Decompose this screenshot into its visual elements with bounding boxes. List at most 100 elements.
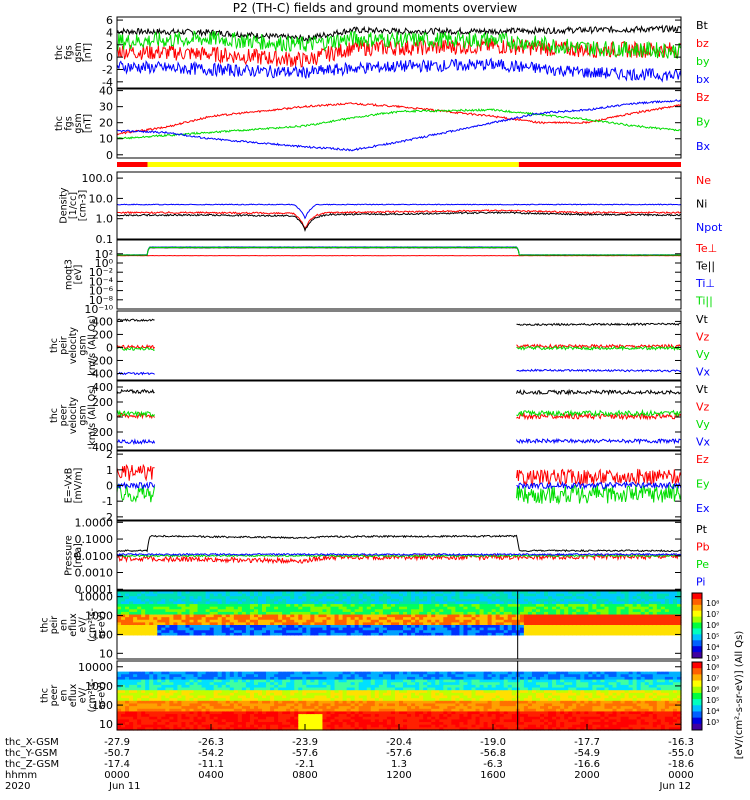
heatmap-cell	[350, 627, 356, 631]
heatmap-cell	[346, 645, 352, 650]
y-axis-label: thc	[49, 408, 60, 423]
heatmap-cell	[664, 648, 670, 652]
heatmap-cell	[544, 614, 549, 618]
heatmap-cell	[258, 668, 263, 673]
heatmap-cell	[209, 674, 215, 678]
heatmap-cell	[374, 648, 380, 652]
heatmap-cell	[338, 645, 344, 650]
heatmap-cell	[145, 645, 150, 650]
heatmap-cell	[415, 598, 420, 603]
heatmap-cell	[608, 609, 614, 613]
heatmap-cell	[636, 617, 642, 621]
heatmap-cell	[431, 593, 436, 597]
heatmap-cell	[282, 690, 287, 694]
heatmap-cell	[443, 606, 448, 610]
heatmap-cell	[439, 614, 444, 618]
heatmap-cell	[668, 611, 674, 616]
heatmap-cell	[294, 643, 299, 647]
y-tick-label: 0	[106, 149, 113, 162]
heatmap-cell	[169, 716, 174, 720]
heatmap-cell	[632, 601, 638, 605]
heatmap-cell	[624, 656, 630, 660]
heatmap-cell	[225, 700, 231, 705]
heatmap-cell	[189, 676, 195, 681]
heatmap-cell	[278, 676, 283, 681]
heatmap-cell	[495, 651, 501, 655]
heatmap-cell	[560, 635, 565, 639]
heatmap-cell	[161, 614, 166, 618]
heatmap-cell	[173, 611, 179, 616]
heatmap-cell	[632, 604, 638, 608]
heatmap-cell	[165, 687, 170, 691]
heatmap-cell	[270, 711, 275, 715]
heatmap-cell	[439, 596, 444, 600]
heatmap-cell	[531, 653, 537, 657]
heatmap-cell	[282, 635, 287, 639]
heatmap-cell	[664, 596, 670, 600]
heatmap-cell	[149, 614, 154, 618]
heatmap-cell	[419, 604, 424, 608]
heatmap-cell	[310, 632, 315, 637]
heatmap-cell	[149, 596, 154, 600]
heatmap-cell	[644, 651, 650, 655]
heatmap-cell	[169, 651, 174, 655]
heatmap-cell	[419, 627, 424, 631]
heatmap-cell	[197, 708, 203, 713]
heatmap-cell	[177, 661, 183, 665]
heatmap-cell	[572, 604, 577, 608]
heatmap-cell	[572, 609, 577, 613]
heatmap-cell	[552, 638, 557, 642]
heatmap-cell	[229, 645, 235, 650]
heatmap-cell	[262, 609, 267, 613]
heatmap-cell	[370, 627, 376, 631]
heatmap-cell	[447, 638, 452, 642]
heatmap-cell	[153, 656, 158, 660]
heatmap-cell	[189, 596, 195, 600]
heatmap-cell	[302, 651, 307, 655]
heatmap-cell	[209, 651, 215, 655]
heatmap-cell	[431, 601, 436, 605]
heatmap-cell	[455, 598, 461, 603]
heatmap-cell	[262, 627, 267, 631]
legend-entry: Vx	[696, 365, 711, 378]
heatmap-cell	[600, 648, 606, 652]
heatmap-cell	[552, 614, 557, 618]
heatmap-cell	[205, 668, 211, 673]
heatmap-cell	[193, 648, 199, 652]
heatmap-cell	[394, 596, 400, 600]
heatmap-cell	[237, 719, 243, 723]
heatmap-cell	[209, 617, 215, 621]
heatmap-cell	[394, 625, 400, 629]
heatmap-cell	[229, 653, 235, 657]
heatmap-cell	[604, 632, 610, 637]
heatmap-cell	[213, 671, 219, 675]
heatmap-cell	[225, 708, 231, 713]
heatmap-cell	[286, 651, 291, 655]
heatmap-cell	[431, 648, 436, 652]
heatmap-cell	[145, 700, 150, 705]
heatmap-cell	[165, 638, 170, 642]
heatmap-cell	[394, 598, 400, 603]
heatmap-cell	[209, 724, 215, 728]
heatmap-cell	[117, 625, 122, 629]
heatmap-cell	[366, 604, 372, 608]
heatmap-cell	[624, 591, 630, 595]
heatmap-cell	[117, 643, 122, 647]
heatmap-cell	[394, 617, 400, 621]
heatmap-cell	[306, 611, 311, 616]
heatmap-cell	[290, 648, 295, 652]
heatmap-cell	[435, 611, 440, 616]
heatmap-cell	[548, 609, 553, 613]
heatmap-cell	[125, 711, 130, 715]
heatmap-cell	[213, 604, 219, 608]
heatmap-cell	[125, 684, 130, 689]
legend-entry: Bt	[696, 19, 709, 32]
heatmap-cell	[491, 643, 497, 647]
heatmap-cell	[181, 609, 187, 613]
heatmap-cell	[564, 609, 569, 613]
heatmap-cell	[552, 617, 557, 621]
heatmap-cell	[600, 604, 606, 608]
heatmap-cell	[612, 656, 618, 660]
heatmap-cell	[137, 666, 142, 670]
heatmap-cell	[564, 648, 569, 652]
